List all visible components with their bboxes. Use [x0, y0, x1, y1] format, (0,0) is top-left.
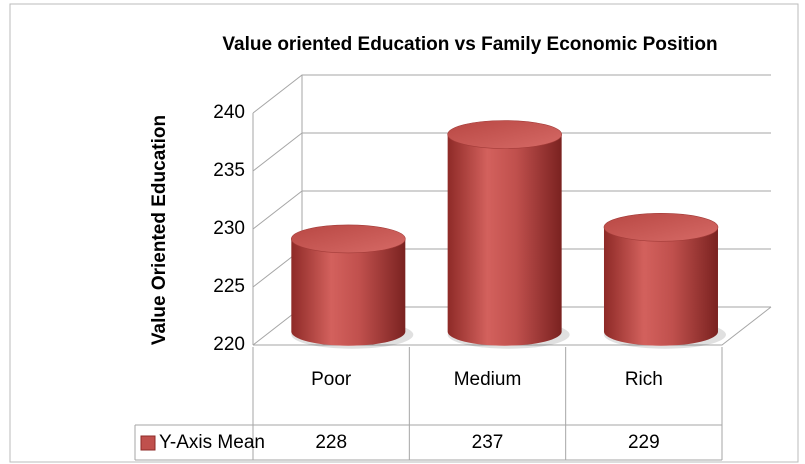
grid-line [252, 190, 771, 230]
y-tick-label: 230 [213, 218, 245, 239]
y-tick-label: 240 [213, 102, 245, 123]
x-tick-label: Rich [625, 369, 663, 390]
bar-top [447, 120, 562, 149]
bar-top [603, 213, 719, 242]
grid-line [252, 132, 771, 172]
table-value: 229 [628, 432, 660, 453]
x-tick-label: Medium [454, 369, 522, 390]
table-value: 228 [315, 432, 347, 453]
y-tick-label: 235 [213, 160, 245, 181]
legend-swatch [140, 435, 156, 451]
x-tick-label: Poor [311, 369, 352, 390]
chart-title: Value oriented Education vs Family Econo… [222, 34, 717, 55]
bar [291, 238, 406, 346]
floor-edge [253, 306, 772, 346]
legend-label: Y-Axis Mean [159, 432, 265, 453]
grid-line [252, 74, 771, 114]
y-tick-label: 225 [213, 276, 245, 297]
bar [603, 227, 718, 346]
y-axis-label: Value Oriented Education [149, 115, 170, 345]
y-tick-label: 220 [213, 334, 245, 355]
bar [447, 134, 562, 346]
bar-top [291, 224, 406, 254]
table-value: 237 [472, 432, 504, 453]
